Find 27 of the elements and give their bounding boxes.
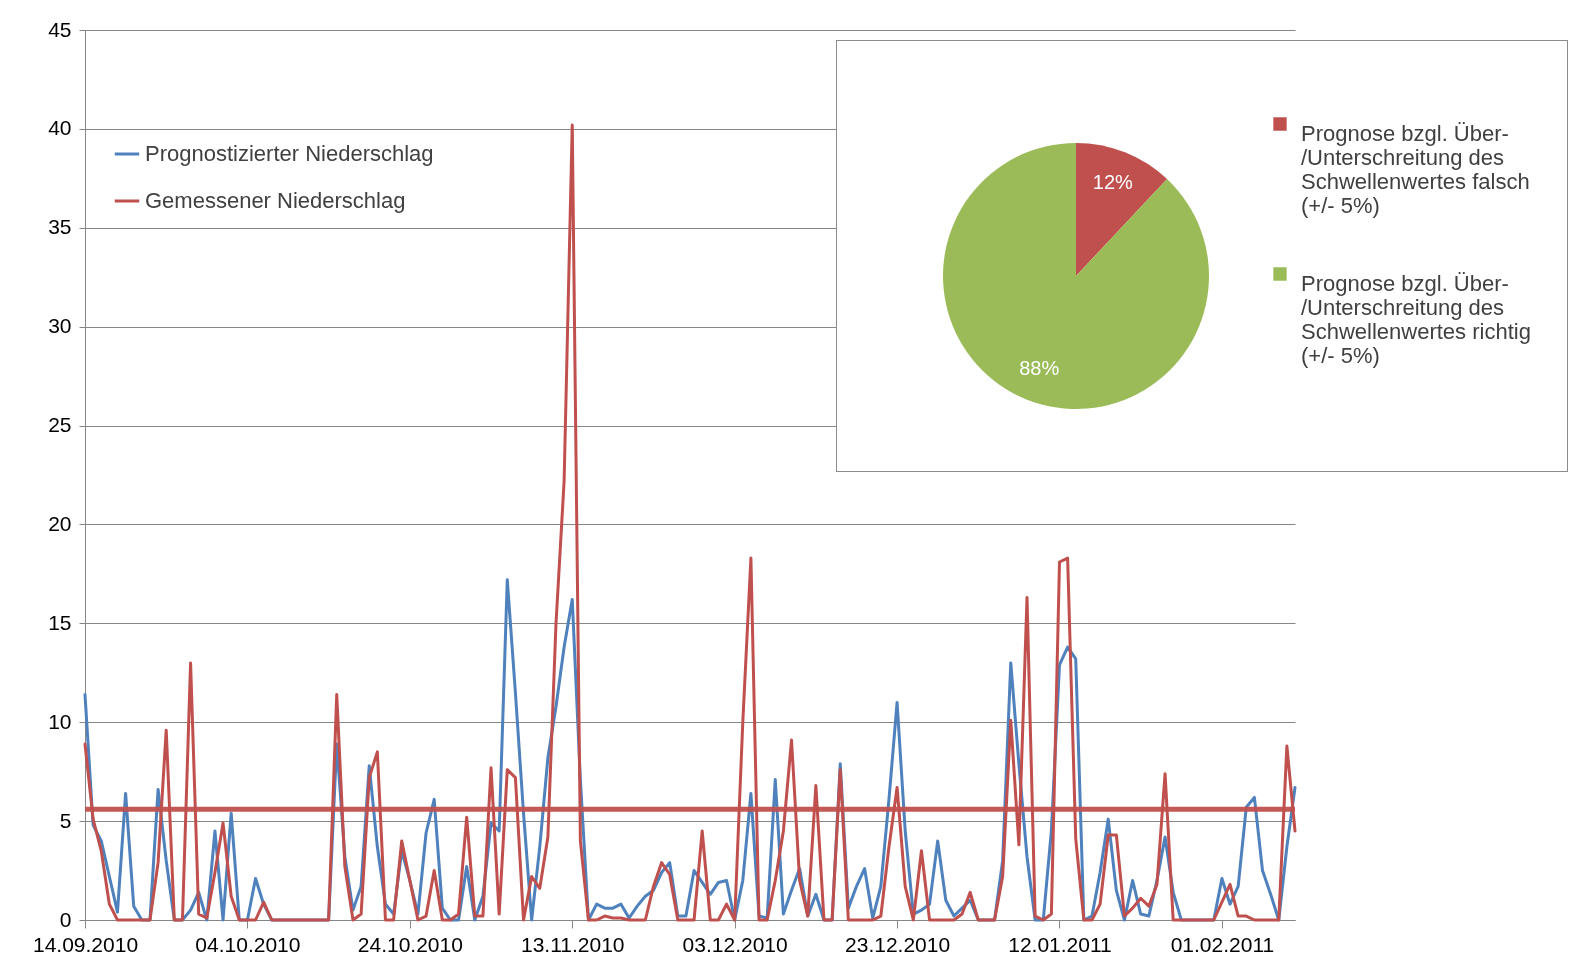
- x-tick-label: 24.10.2010: [357, 932, 463, 956]
- line-series: [83, 123, 1297, 922]
- y-tick-label: 0: [59, 907, 72, 931]
- y-tick-label: 45: [48, 17, 72, 41]
- x-tick-label: 23.12.2010: [845, 932, 951, 956]
- y-tick-label: 25: [48, 413, 72, 437]
- y-tick-label: 20: [48, 511, 72, 535]
- y-tick-label: 5: [59, 808, 72, 832]
- legend-label: Prognostizierter Niederschlag: [145, 141, 434, 166]
- pie-slice: [943, 143, 1209, 409]
- y-tick-label: 40: [48, 116, 72, 140]
- legend-label: Prognose bzgl. Über-/Unterschreitung des Schwellenwertes falsch (+/- 5%): [1301, 121, 1530, 218]
- x-tick-label: 01.02.2011: [1170, 932, 1275, 956]
- y-tick-label: 10: [48, 709, 72, 733]
- x-tick-label: 14.09.2010: [32, 932, 139, 956]
- legend-label: Gemessener Niederschlag: [145, 188, 406, 213]
- data-label: 88%: [1019, 356, 1060, 379]
- pie-slice: [1076, 143, 1168, 276]
- legend-label: Prognose bzgl. Über-/Unterschreitung des Schwellenwertes richtig (+/- 5%): [1301, 271, 1531, 368]
- data-label: 12%: [1092, 171, 1134, 194]
- x-tick-label: 12.01.2011: [1008, 932, 1112, 956]
- x-tick-label: 04.10.2010: [195, 932, 301, 956]
- y-tick-label: 30: [48, 314, 72, 338]
- x-tick-label: 13.11.2010: [520, 932, 625, 956]
- y-tick-label: 15: [48, 610, 72, 634]
- x-tick-label: 03.12.2010: [682, 932, 788, 956]
- y-tick-label: 35: [48, 215, 72, 239]
